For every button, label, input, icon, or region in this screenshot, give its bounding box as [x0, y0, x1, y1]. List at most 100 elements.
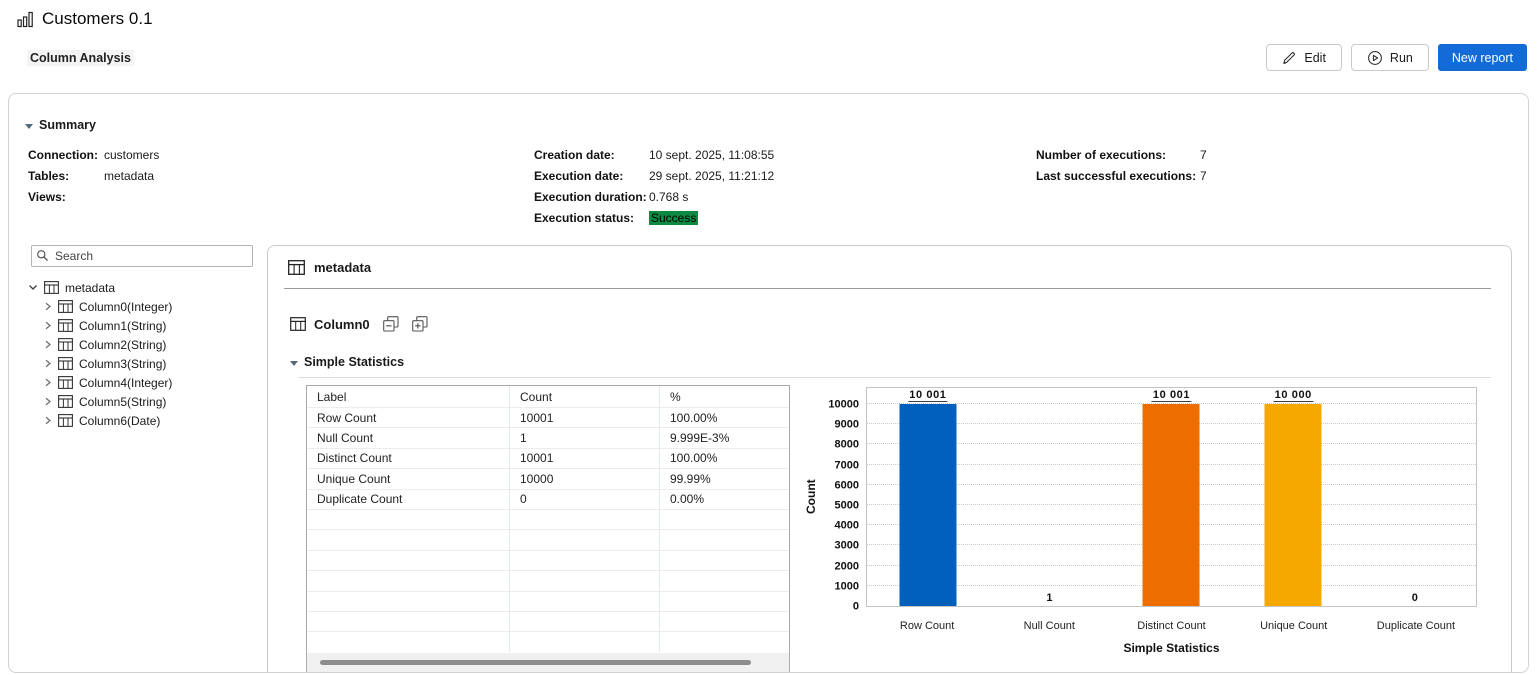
chart-bar-slot: 10 001: [1111, 388, 1233, 606]
chevron-right-icon[interactable]: [44, 340, 52, 349]
page-title: Customers 0.1: [42, 9, 153, 28]
table-cell: [659, 509, 789, 530]
table-icon: [58, 300, 73, 313]
table-cell: [509, 550, 659, 571]
chart-bar-slot: 1: [989, 388, 1111, 606]
table-cell: [307, 612, 509, 631]
tree-root-metadata[interactable]: metadata: [28, 280, 253, 295]
chart-y-axis-title: Count: [804, 479, 818, 515]
new-report-button-label: New report: [1451, 50, 1513, 65]
execution-status-label: Execution status:: [534, 211, 635, 225]
tree-item[interactable]: Column5(String): [44, 394, 253, 409]
x-category-label: Distinct Count: [1137, 620, 1206, 632]
tree-item-label: Column1(String): [79, 318, 167, 333]
summary-section-header[interactable]: Summary: [25, 118, 1512, 132]
executions-label: Number of executions:: [1036, 148, 1167, 162]
y-tick-label: 8000: [834, 438, 859, 451]
table-row[interactable]: Distinct Count 10001 100.00%: [307, 447, 789, 469]
table-row[interactable]: Unique Count 10000 99.99%: [307, 468, 789, 489]
summary-column-1: Connection: customers Tables: metadata Vie…: [28, 148, 534, 225]
tree-item[interactable]: Column0(Integer): [44, 299, 253, 314]
y-tick-label: 2000: [834, 560, 859, 573]
table-cell: 10001: [509, 408, 659, 428]
execution-duration-label: Execution duration:: [534, 190, 647, 204]
tree-item[interactable]: Column2(String): [44, 337, 253, 352]
table-cell: Distinct Count: [317, 451, 392, 466]
tree-root-label: metadata: [65, 280, 116, 295]
creation-date-label: Creation date:: [534, 148, 615, 162]
table-header-cell: Label: [317, 389, 347, 404]
chevron-right-icon[interactable]: [44, 378, 52, 387]
table-cell: [659, 530, 789, 550]
simple-statistics-header[interactable]: Simple Statistics: [290, 355, 1491, 369]
table-empty-row: [307, 549, 789, 571]
creation-date-value: 10 sept. 2025, 11:08:55: [649, 148, 775, 162]
app-header: Customers 0.1: [0, 0, 1537, 29]
execution-duration-value: 0.768 s: [649, 190, 689, 204]
x-category-label: Row Count: [899, 620, 955, 632]
table-icon: [58, 376, 73, 389]
table-row[interactable]: Row Count 10001 100.00%: [307, 407, 789, 428]
table-row[interactable]: Null Count 1 9.999E-3%: [307, 427, 789, 448]
column-tree: metadata Column0(Integer) Column1(String)…: [28, 280, 253, 428]
expand-all-button[interactable]: [411, 316, 428, 332]
metadata-header: metadata: [288, 260, 1491, 275]
collapse-triangle-icon: [290, 360, 298, 366]
table-row[interactable]: Duplicate Count 0 0.00%: [307, 488, 789, 509]
tree-item[interactable]: Column1(String): [44, 318, 253, 333]
bar-value-label: 1: [1046, 591, 1054, 604]
search-box: [31, 245, 253, 267]
tables-label: Tables:: [28, 169, 70, 183]
tree-item-label: Column2(String): [79, 337, 167, 352]
table-cell: [659, 591, 789, 611]
chevron-right-icon[interactable]: [44, 302, 52, 311]
scrollbar-thumb[interactable]: [320, 659, 751, 665]
table-icon: [288, 260, 305, 275]
chevron-right-icon[interactable]: [44, 416, 52, 425]
edit-button-label: Edit: [1304, 50, 1326, 65]
chevron-down-icon[interactable]: [28, 283, 38, 292]
collapse-all-button[interactable]: [382, 316, 399, 332]
table-cell: [307, 510, 509, 529]
tree-item[interactable]: Column3(String): [44, 356, 253, 371]
table-cell: 10000: [509, 469, 659, 489]
statistics-table: Label Count% Row Count 10001 100.00% Null Co…: [306, 385, 790, 672]
summary-section-label: Summary: [39, 118, 96, 132]
column0-header: Column0: [290, 316, 1491, 332]
table-cell: 10001: [509, 448, 659, 469]
table-cell: [509, 632, 659, 652]
table-cell: Row Count: [317, 410, 377, 425]
tree-item[interactable]: Column6(Date): [44, 413, 253, 428]
summary-column-3: Number of executions: 7 Last successful e…: [1036, 148, 1207, 225]
new-report-button[interactable]: New report: [1437, 44, 1527, 71]
connection-value: customers: [104, 148, 160, 162]
content-row: metadata Column0(Integer) Column1(String)…: [25, 245, 1512, 672]
chart-bar[interactable]: [1264, 404, 1322, 606]
table-cell: [307, 571, 509, 590]
tree-item[interactable]: Column4(Integer): [44, 375, 253, 390]
chart-bar[interactable]: [899, 403, 957, 606]
y-tick-label: 9000: [834, 418, 859, 431]
chart-bar[interactable]: [1142, 403, 1200, 606]
chevron-right-icon[interactable]: [44, 321, 52, 330]
chart-x-axis: Row Count Null Count Distinct Count Unique …: [866, 607, 1477, 639]
views-label: Views:: [28, 190, 66, 204]
edit-button[interactable]: Edit: [1266, 44, 1342, 71]
chevron-right-icon[interactable]: [44, 359, 52, 368]
table-cell: [509, 509, 659, 530]
run-button[interactable]: Run: [1350, 44, 1429, 71]
chevron-right-icon[interactable]: [44, 397, 52, 406]
table-body: Row Count 10001 100.00% Null Count 1 9.999E-3…: [307, 407, 789, 652]
horizontal-scrollbar[interactable]: [307, 652, 789, 672]
search-input[interactable]: [31, 245, 253, 267]
connection-label: Connection:: [28, 148, 98, 162]
table-empty-row: [307, 529, 789, 550]
table-icon: [58, 357, 73, 370]
table-cell: [509, 611, 659, 632]
table-cell: [659, 550, 789, 571]
chart-bar-slot: 10 000: [1232, 388, 1354, 606]
tree-children: Column0(Integer) Column1(String) Column2(S…: [28, 299, 253, 428]
table-cell: [307, 530, 509, 549]
column-tree-panel: metadata Column0(Integer) Column1(String)…: [25, 245, 253, 672]
table-icon: [58, 319, 73, 332]
